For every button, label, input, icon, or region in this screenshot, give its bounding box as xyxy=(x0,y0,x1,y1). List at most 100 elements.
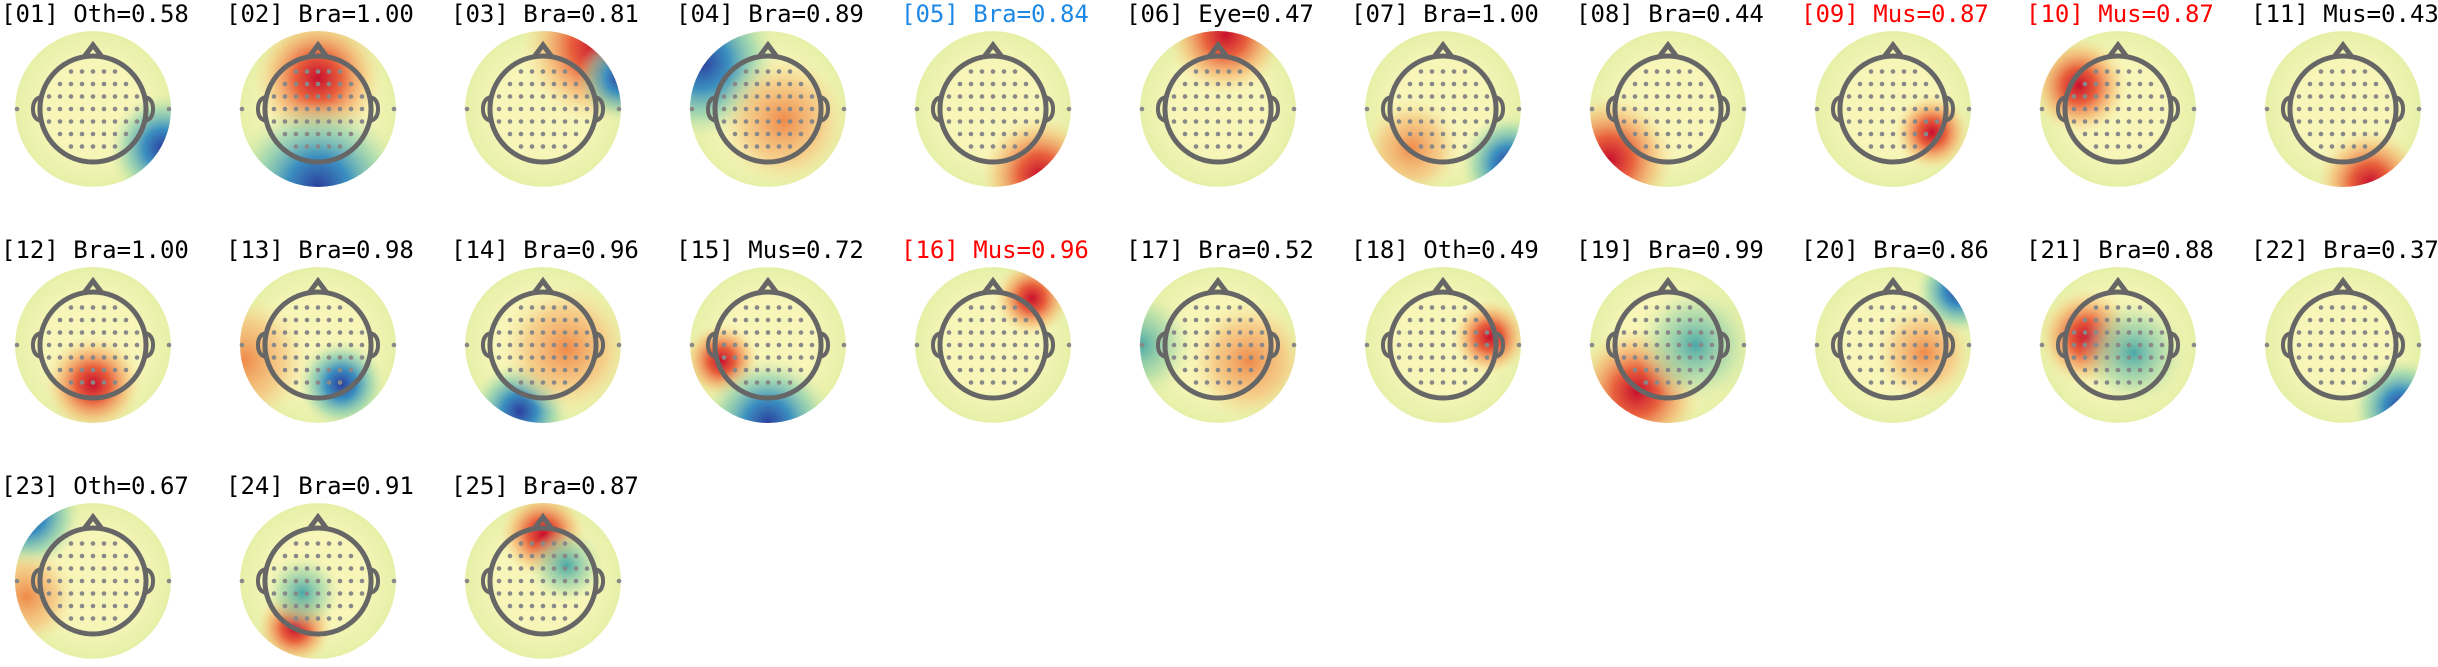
topomap-blob xyxy=(1451,298,1521,376)
electrode xyxy=(391,106,397,112)
electrode xyxy=(134,342,140,348)
electrode xyxy=(326,69,332,74)
electrode xyxy=(79,131,85,137)
electrode xyxy=(134,330,140,335)
electrode xyxy=(2071,330,2077,335)
electrode xyxy=(359,591,365,596)
electrode xyxy=(79,616,85,621)
electrode xyxy=(1868,119,1874,124)
electrode xyxy=(1451,131,1457,137)
electrode xyxy=(337,541,343,546)
electrode xyxy=(112,553,118,559)
electrode xyxy=(2126,342,2132,348)
electrode xyxy=(1643,342,1649,348)
electrode xyxy=(46,330,52,335)
electrode xyxy=(1698,330,1704,335)
electrode xyxy=(1934,106,1940,112)
electrode xyxy=(2329,69,2335,74)
electrode xyxy=(743,330,749,335)
electrode xyxy=(304,94,310,99)
electrode xyxy=(957,355,963,360)
electrode xyxy=(1215,317,1221,323)
electrode xyxy=(2362,330,2368,335)
electrode xyxy=(304,131,310,137)
head xyxy=(937,289,1049,401)
electrode xyxy=(57,81,63,87)
electrode xyxy=(2318,355,2324,360)
component: [03] Bra=0.81 xyxy=(451,0,639,187)
electrode xyxy=(1012,355,1018,360)
electrode xyxy=(1901,380,1907,385)
electrode xyxy=(1846,94,1852,99)
electrode xyxy=(293,94,299,99)
head xyxy=(2062,53,2174,165)
electrode xyxy=(46,578,52,584)
electrode xyxy=(1643,330,1649,335)
electrode xyxy=(562,342,568,348)
electrode xyxy=(1023,94,1029,99)
electrode xyxy=(2126,355,2132,360)
nose xyxy=(307,276,329,295)
electrode xyxy=(1632,342,1638,348)
ear-left xyxy=(705,95,717,123)
electrode xyxy=(507,81,513,87)
electrode xyxy=(2071,355,2077,360)
electrode xyxy=(1890,119,1896,124)
electrode xyxy=(271,119,277,124)
electrode xyxy=(1440,131,1446,137)
ear-left xyxy=(1605,95,1617,123)
electrode xyxy=(1407,367,1413,373)
electrode xyxy=(1440,81,1446,87)
electrode xyxy=(2318,342,2324,348)
electrode xyxy=(573,81,579,87)
electrode xyxy=(562,317,568,323)
electrode xyxy=(1034,106,1040,112)
electrode xyxy=(1215,94,1221,99)
electrode xyxy=(68,106,74,112)
ear-right xyxy=(2394,95,2406,123)
electrode xyxy=(2373,367,2379,373)
electrode xyxy=(584,106,590,112)
electrode xyxy=(1204,131,1210,137)
electrode xyxy=(304,106,310,112)
electrode xyxy=(1259,330,1265,335)
electrode xyxy=(271,342,277,348)
electrode xyxy=(1868,69,1874,74)
electrode xyxy=(809,94,815,99)
head xyxy=(262,525,374,637)
electrode xyxy=(90,305,96,310)
electrode xyxy=(2137,81,2143,87)
electrode xyxy=(1440,355,1446,360)
electrode xyxy=(496,330,502,335)
electrode xyxy=(1418,131,1424,137)
electrode xyxy=(2126,330,2132,335)
electrode xyxy=(2362,144,2368,149)
electrode xyxy=(2362,94,2368,99)
electrode xyxy=(304,355,310,360)
electrode xyxy=(1654,94,1660,99)
electrode xyxy=(348,119,354,124)
electrode xyxy=(529,144,535,149)
electrode xyxy=(776,330,782,335)
electrode xyxy=(326,553,332,559)
electrode xyxy=(1407,119,1413,124)
topomap-blob xyxy=(702,357,834,423)
electrode xyxy=(1012,317,1018,323)
electrode xyxy=(1484,342,1490,348)
component: [18] Oth=0.49 xyxy=(1351,236,1539,423)
electrode xyxy=(1654,144,1660,149)
electrode xyxy=(2082,342,2088,348)
electrode xyxy=(90,131,96,137)
electrode xyxy=(2307,342,2313,348)
electrode xyxy=(112,380,118,385)
electrode xyxy=(134,591,140,596)
electrode xyxy=(2159,94,2165,99)
electrode xyxy=(1023,342,1029,348)
electrode xyxy=(101,355,107,360)
electrode xyxy=(1632,367,1638,373)
electrode xyxy=(1215,330,1221,335)
electrode xyxy=(584,355,590,360)
electrode xyxy=(359,355,365,360)
electrode xyxy=(540,330,546,335)
electrode xyxy=(1934,119,1940,124)
